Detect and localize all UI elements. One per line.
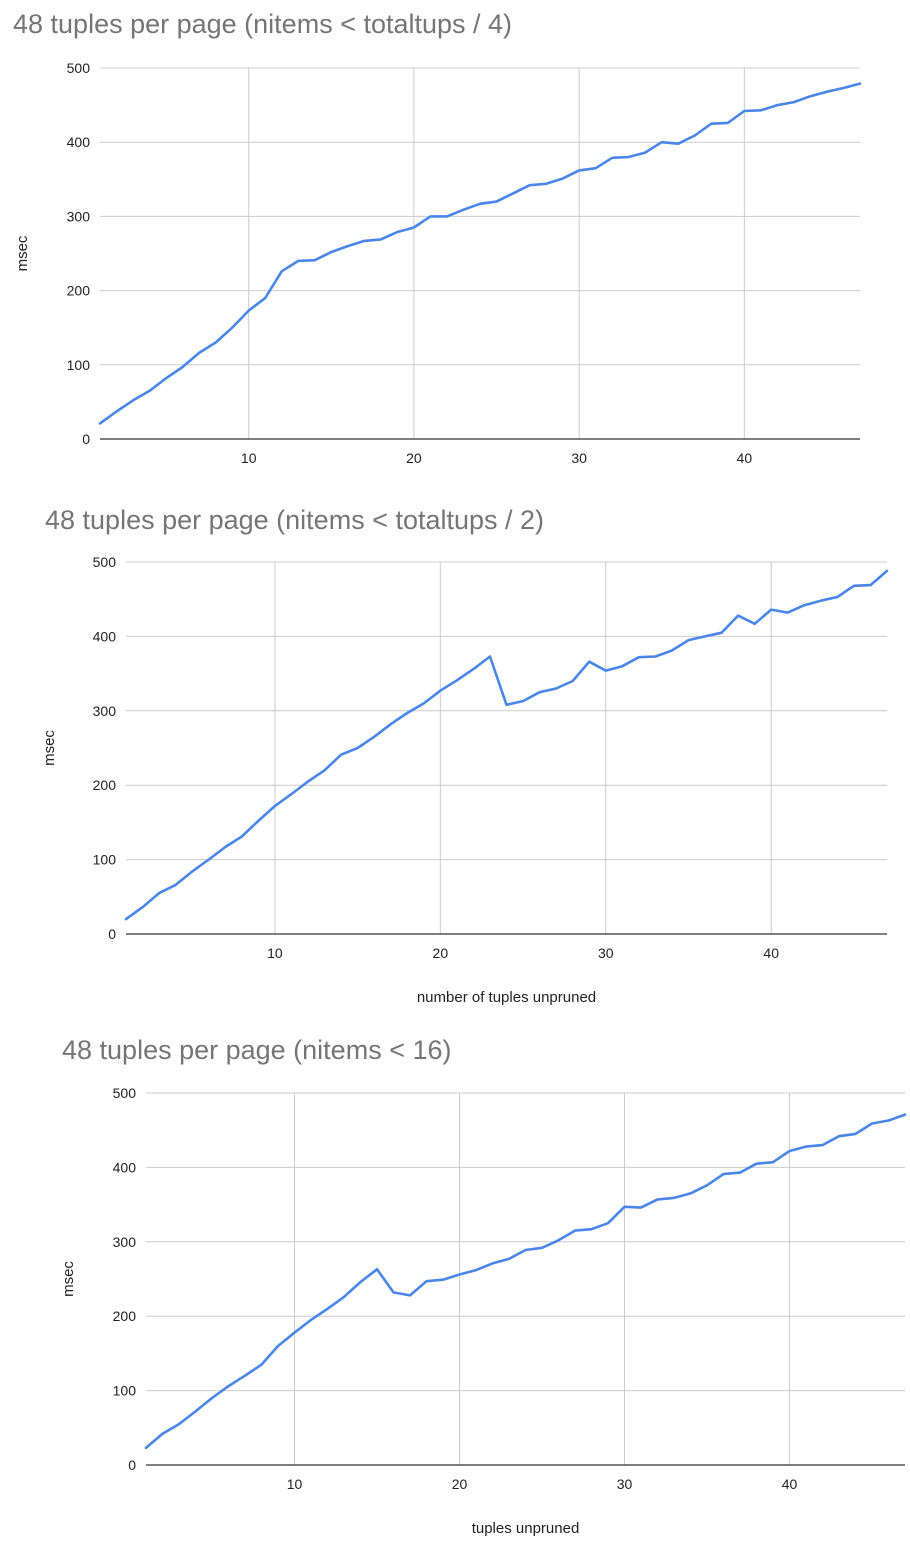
chart-nitems-16: 48 tuples per page (nitems < 16) 0 100 200… (0, 1025, 910, 1551)
y-tick-label: 500 (93, 554, 117, 570)
x-tick-label: 20 (406, 450, 422, 466)
x-tick-label: 20 (452, 1476, 468, 1492)
y-tick-label: 500 (113, 1085, 137, 1101)
chart-title: 48 tuples per page (nitems < 16) (62, 1035, 452, 1065)
x-tick-label: 10 (267, 945, 283, 961)
x-tick-label: 40 (782, 1476, 798, 1492)
x-tick-label: 30 (617, 1476, 633, 1492)
series-line (98, 82, 862, 425)
y-tick-label: 300 (93, 703, 117, 719)
y-tick-label: 500 (67, 60, 91, 76)
series-line (124, 569, 889, 921)
y-tick-label: 300 (113, 1234, 137, 1250)
y-axis-label: msec (14, 235, 31, 271)
x-axis-label: tuples unpruned (472, 1520, 580, 1537)
x-tick-label: 40 (763, 945, 779, 961)
y-tick-label: 200 (67, 283, 91, 299)
chart-plot: 0 100 200 300 400 500 10 20 30 40 msec (14, 60, 862, 466)
x-tick-label: 20 (433, 945, 449, 961)
series-line (144, 1113, 907, 1450)
x-tick-label: 30 (598, 945, 614, 961)
chart-title: 48 tuples per page (nitems < totaltups /… (13, 9, 513, 39)
chart-title: 48 tuples per page (nitems < totaltups /… (45, 505, 545, 535)
x-tick-label: 30 (571, 450, 587, 466)
y-tick-label: 300 (67, 208, 91, 224)
y-tick-label: 100 (67, 357, 91, 373)
x-tick-label: 40 (737, 450, 753, 466)
y-axis-label: msec (60, 1261, 77, 1297)
y-tick-label: 100 (113, 1383, 137, 1399)
chart-nitems-half: 48 tuples per page (nitems < totaltups /… (0, 495, 910, 1015)
x-axis-label: number of tuples unpruned (417, 989, 596, 1006)
x-tick-label: 10 (287, 1476, 303, 1492)
chart-plot: 0 100 200 300 400 500 10 20 30 40 msec tuples unpru… (60, 1085, 907, 1537)
chart-nitems-quarter: 48 tuples per page (nitems < totaltups /… (0, 0, 910, 470)
y-axis-label: msec (41, 730, 58, 766)
y-tick-label: 0 (82, 431, 90, 447)
x-tick-label: 10 (241, 450, 257, 466)
y-tick-label: 0 (108, 926, 116, 942)
y-tick-label: 400 (93, 628, 117, 644)
y-tick-label: 400 (67, 134, 91, 150)
chart-plot: 0 100 200 300 400 500 10 20 30 40 msec number of tu… (41, 554, 889, 1006)
y-tick-label: 0 (128, 1457, 136, 1473)
y-tick-label: 200 (113, 1308, 137, 1324)
y-tick-label: 200 (93, 777, 117, 793)
y-tick-label: 100 (93, 852, 117, 868)
y-tick-label: 400 (113, 1159, 137, 1175)
